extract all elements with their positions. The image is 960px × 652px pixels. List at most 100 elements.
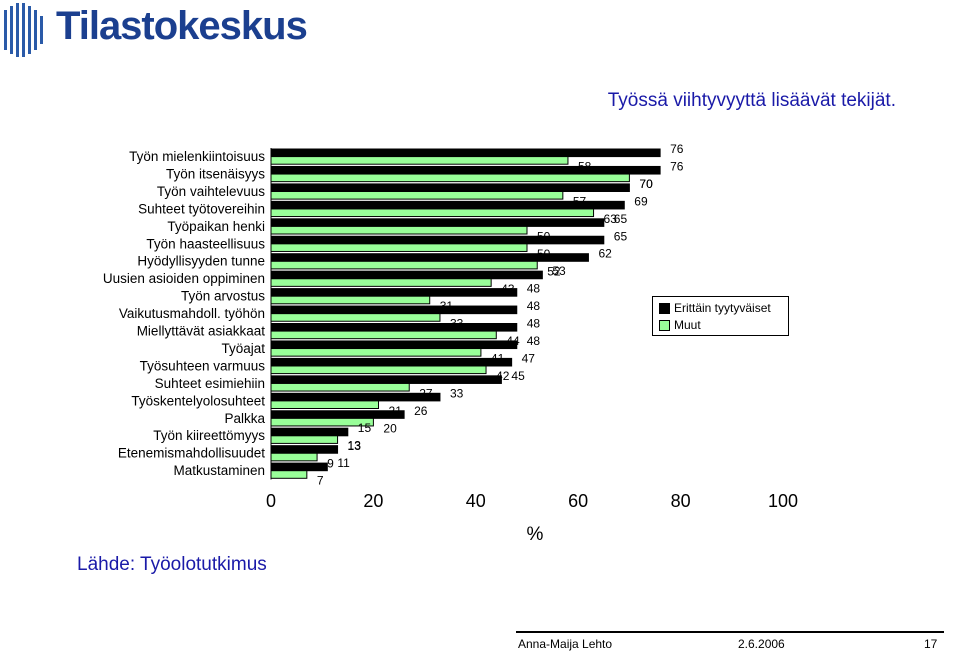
- source-note: Lähde: Työolotutkimus: [77, 554, 267, 575]
- bar-series2: [270, 365, 487, 375]
- legend-label-series1: Erittäin tyytyväiset: [674, 301, 771, 315]
- x-axis-label: %: [527, 524, 544, 545]
- bar-series2: [270, 191, 564, 200]
- data-label: 69: [634, 194, 648, 208]
- data-label: 47: [522, 351, 536, 365]
- category-label: Suhteet työtovereihin: [138, 201, 265, 216]
- category-label: Etenemismahdollisuudet: [118, 446, 265, 461]
- category-label: Työn mielenkiintoisuus: [129, 149, 265, 164]
- data-label: 53: [552, 264, 566, 278]
- data-label: 76: [670, 142, 684, 156]
- data-label: 13: [348, 439, 362, 453]
- footer-date: 2.6.2006: [738, 637, 785, 651]
- bar-series2: [270, 278, 492, 287]
- bar-series1: [270, 270, 543, 280]
- logo: Tilastokeskus: [0, 0, 308, 62]
- data-label: 70: [639, 177, 653, 191]
- category-label: Työn itsenäisyys: [166, 166, 265, 181]
- category-label: Työn vaihtelevuus: [157, 184, 265, 199]
- x-tick-label: 60: [568, 491, 588, 511]
- legend-swatch-series1: [659, 303, 670, 314]
- x-tick-label: 20: [363, 491, 383, 511]
- bar-series2: [270, 156, 569, 165]
- bar-series1: [270, 392, 441, 402]
- bar-series1: [270, 462, 328, 472]
- bar-series2: [270, 313, 441, 322]
- bar-series1: [270, 357, 513, 367]
- category-label: Miellyttävät asiakkaat: [137, 324, 266, 339]
- bar-series1: [270, 288, 518, 297]
- data-label: 20: [383, 421, 397, 435]
- data-label: 11: [337, 456, 350, 470]
- data-label: 70: [639, 177, 653, 191]
- bar-series2: [270, 348, 482, 357]
- logo-mark-icon: [4, 3, 43, 57]
- bar-series2: [270, 400, 380, 409]
- data-label: 63: [604, 212, 618, 226]
- category-label: Palkka: [224, 411, 265, 426]
- legend-swatch-series2: [659, 320, 670, 331]
- data-label: 26: [414, 404, 428, 418]
- bar-series1: [270, 148, 661, 158]
- footer-page-number: 17: [924, 637, 938, 651]
- category-label: Hyödyllisyyden tunne: [137, 254, 265, 269]
- data-label: 48: [527, 299, 541, 313]
- data-label: 48: [527, 317, 541, 331]
- x-tick-label: 0: [266, 491, 276, 511]
- data-label: 33: [450, 386, 464, 400]
- x-tick-label: 40: [466, 491, 486, 511]
- data-label: 48: [527, 282, 541, 296]
- data-label: 65: [614, 212, 628, 226]
- category-label: Työpaikan henki: [167, 219, 265, 234]
- bar-series1: [270, 445, 339, 454]
- data-label: 52: [547, 264, 561, 278]
- bar-series1: [270, 375, 502, 384]
- bar-series1: [270, 253, 589, 262]
- bar-series2: [270, 173, 630, 183]
- category-label: Työsuhteen varmuus: [140, 358, 266, 373]
- category-label: Suhteet esimiehiin: [155, 376, 265, 391]
- data-label: 48: [527, 334, 541, 348]
- bar-series2: [270, 417, 374, 427]
- data-label: 62: [598, 247, 612, 261]
- bar-series1: [270, 305, 518, 315]
- data-label: 65: [614, 229, 628, 243]
- footer-author: Anna-Maija Lehto: [518, 637, 613, 651]
- bar-series2: [270, 208, 595, 218]
- bar-series1: [270, 235, 605, 245]
- bar-series1: [270, 323, 518, 332]
- footer-divider: [516, 631, 944, 633]
- x-tick-label: 100: [768, 491, 798, 511]
- bar-series2: [270, 330, 497, 340]
- data-label: 15: [358, 421, 372, 435]
- bar-series2: [270, 382, 410, 392]
- data-label: 76: [670, 159, 684, 173]
- legend-label-series2: Muut: [674, 318, 701, 332]
- category-label: Uusien asioiden oppiminen: [103, 271, 265, 286]
- category-label: Työn haasteellisuus: [146, 236, 265, 251]
- bar-series2: [270, 260, 538, 270]
- data-label: 13: [348, 439, 362, 453]
- category-label: Työn arvostus: [181, 289, 265, 304]
- data-label: 7: [317, 474, 324, 488]
- category-label: Vaikutusmahdoll. työhön: [119, 306, 265, 321]
- bar-series2: [270, 225, 528, 235]
- bar-series2: [270, 295, 431, 305]
- bar-series2: [270, 243, 528, 252]
- data-label: 45: [511, 369, 525, 383]
- page-title: Työssä viihtyvyyttä lisäävät tekijät.: [607, 90, 896, 111]
- chart-legend: Erittäin tyytyväiset Muut: [652, 296, 789, 336]
- bar-series1: [270, 410, 405, 419]
- bar-series2: [270, 452, 318, 462]
- x-tick-label: 80: [671, 491, 691, 511]
- data-label: 9: [327, 456, 334, 470]
- bar-series1: [270, 340, 518, 350]
- bar-series1: [270, 427, 349, 437]
- bar-series2: [270, 435, 339, 444]
- category-label: Työn kiireettömyys: [153, 428, 265, 443]
- bar-series1: [270, 165, 661, 175]
- category-label: Työskentelyolosuhteet: [131, 393, 265, 408]
- category-label: Matkustaminen: [173, 463, 265, 478]
- bar-series1: [270, 200, 625, 210]
